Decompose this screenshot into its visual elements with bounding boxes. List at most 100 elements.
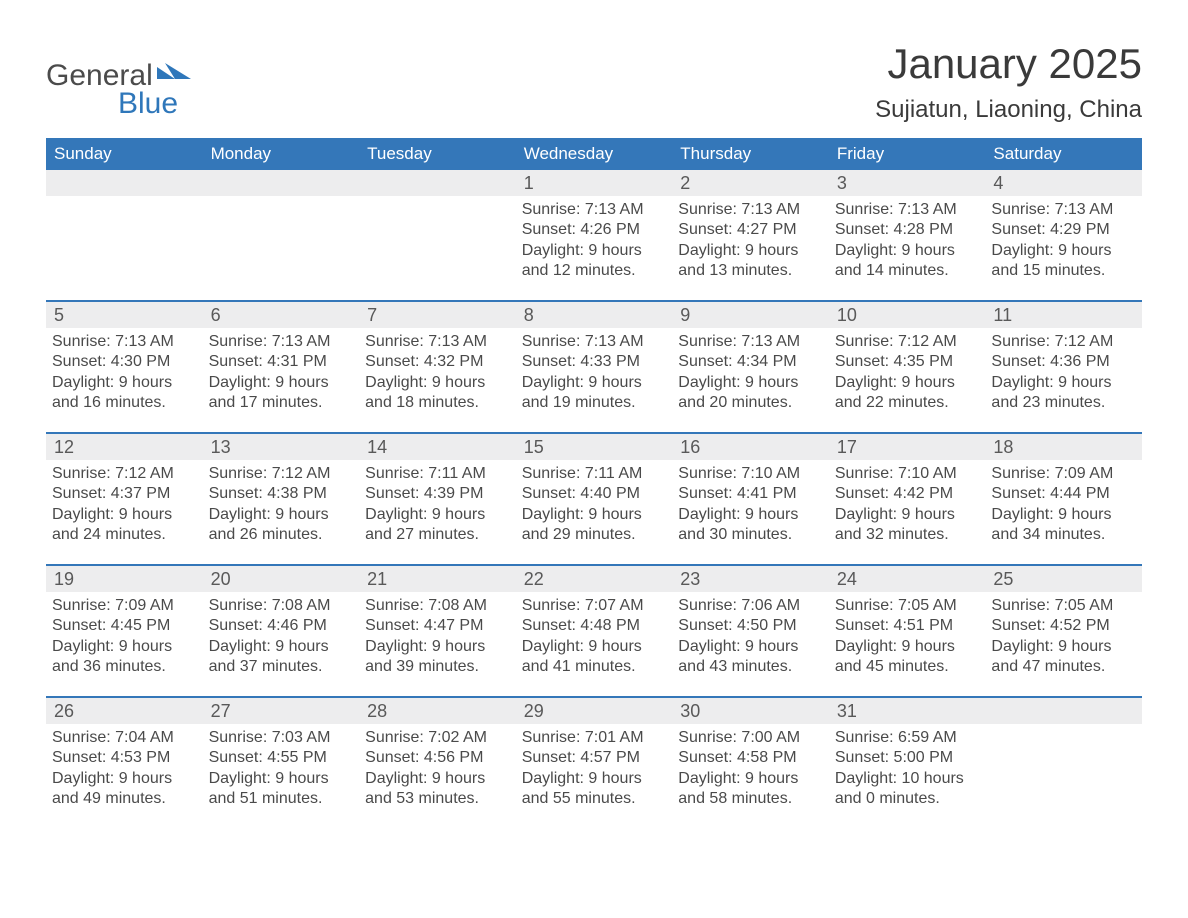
day-number: 30 xyxy=(672,698,829,724)
daylight-line: Daylight: 9 hours xyxy=(52,373,197,393)
daylight-line: Daylight: 9 hours xyxy=(991,637,1136,657)
sunrise-line: Sunrise: 7:13 AM xyxy=(678,200,823,220)
daylight-line: Daylight: 9 hours xyxy=(365,769,510,789)
day-number: 1 xyxy=(516,170,673,196)
sunset-line: Sunset: 4:32 PM xyxy=(365,352,510,372)
day-number: 20 xyxy=(203,566,360,592)
daylight-line: Daylight: 9 hours xyxy=(678,505,823,525)
sunset-line: Sunset: 4:55 PM xyxy=(209,748,354,768)
daylight-line: and 23 minutes. xyxy=(991,393,1136,413)
daylight-line: and 45 minutes. xyxy=(835,657,980,677)
day-number xyxy=(985,698,1142,724)
day-number: 4 xyxy=(985,170,1142,196)
sunset-line: Sunset: 4:35 PM xyxy=(835,352,980,372)
sunset-line: Sunset: 4:40 PM xyxy=(522,484,667,504)
day-number xyxy=(359,170,516,196)
daylight-line: and 20 minutes. xyxy=(678,393,823,413)
daylight-line: and 58 minutes. xyxy=(678,789,823,809)
sunset-line: Sunset: 4:42 PM xyxy=(835,484,980,504)
sunrise-line: Sunrise: 7:13 AM xyxy=(522,332,667,352)
sunrise-line: Sunrise: 7:11 AM xyxy=(522,464,667,484)
sunrise-line: Sunrise: 7:13 AM xyxy=(991,200,1136,220)
sunrise-line: Sunrise: 7:13 AM xyxy=(678,332,823,352)
sunset-line: Sunset: 4:36 PM xyxy=(991,352,1136,372)
day-number: 10 xyxy=(829,302,986,328)
day-number: 16 xyxy=(672,434,829,460)
daylight-line: and 47 minutes. xyxy=(991,657,1136,677)
day-number xyxy=(203,170,360,196)
calendar: SundayMondayTuesdayWednesdayThursdayFrid… xyxy=(46,138,1142,828)
sunrise-line: Sunrise: 7:13 AM xyxy=(52,332,197,352)
calendar-cell xyxy=(203,170,360,282)
calendar-cell: 11Sunrise: 7:12 AMSunset: 4:36 PMDayligh… xyxy=(985,302,1142,414)
day-number: 3 xyxy=(829,170,986,196)
sunrise-line: Sunrise: 7:06 AM xyxy=(678,596,823,616)
sunset-line: Sunset: 4:29 PM xyxy=(991,220,1136,240)
calendar-week: 5Sunrise: 7:13 AMSunset: 4:30 PMDaylight… xyxy=(46,300,1142,432)
day-number: 23 xyxy=(672,566,829,592)
location-label: Sujiatun, Liaoning, China xyxy=(875,96,1142,124)
day-number: 24 xyxy=(829,566,986,592)
dow-header: SundayMondayTuesdayWednesdayThursdayFrid… xyxy=(46,138,1142,170)
sunset-line: Sunset: 4:27 PM xyxy=(678,220,823,240)
sunrise-line: Sunrise: 7:07 AM xyxy=(522,596,667,616)
sunrise-line: Sunrise: 7:10 AM xyxy=(835,464,980,484)
calendar-cell: 13Sunrise: 7:12 AMSunset: 4:38 PMDayligh… xyxy=(203,434,360,546)
daylight-line: Daylight: 9 hours xyxy=(835,241,980,261)
sunset-line: Sunset: 4:44 PM xyxy=(991,484,1136,504)
sunrise-line: Sunrise: 7:09 AM xyxy=(52,596,197,616)
day-number: 21 xyxy=(359,566,516,592)
sunrise-line: Sunrise: 7:11 AM xyxy=(365,464,510,484)
sunrise-line: Sunrise: 7:13 AM xyxy=(365,332,510,352)
sunset-line: Sunset: 4:57 PM xyxy=(522,748,667,768)
day-number: 9 xyxy=(672,302,829,328)
calendar-cell: 7 Sunrise: 7:13 AMSunset: 4:32 PMDaylight… xyxy=(359,302,516,414)
calendar-cell xyxy=(46,170,203,282)
sunset-line: Sunset: 4:58 PM xyxy=(678,748,823,768)
sunrise-line: Sunrise: 7:13 AM xyxy=(835,200,980,220)
calendar-cell: 19Sunrise: 7:09 AMSunset: 4:45 PMDayligh… xyxy=(46,566,203,678)
sunrise-line: Sunrise: 7:13 AM xyxy=(522,200,667,220)
calendar-cell: 16Sunrise: 7:10 AMSunset: 4:41 PMDayligh… xyxy=(672,434,829,546)
day-number: 29 xyxy=(516,698,673,724)
sunrise-line: Sunrise: 7:04 AM xyxy=(52,728,197,748)
calendar-cell xyxy=(359,170,516,282)
sunrise-line: Sunrise: 7:05 AM xyxy=(835,596,980,616)
daylight-line: Daylight: 9 hours xyxy=(209,505,354,525)
daylight-line: Daylight: 9 hours xyxy=(678,373,823,393)
flag-icon xyxy=(157,54,191,86)
daylight-line: Daylight: 9 hours xyxy=(522,769,667,789)
dow-label: Tuesday xyxy=(359,138,516,170)
daylight-line: and 22 minutes. xyxy=(835,393,980,413)
sunset-line: Sunset: 4:39 PM xyxy=(365,484,510,504)
calendar-cell: 1Sunrise: 7:13 AMSunset: 4:26 PMDaylight… xyxy=(516,170,673,282)
daylight-line: Daylight: 9 hours xyxy=(209,769,354,789)
sunrise-line: Sunrise: 7:12 AM xyxy=(835,332,980,352)
day-number: 17 xyxy=(829,434,986,460)
calendar-cell: 30Sunrise: 7:00 AMSunset: 4:58 PMDayligh… xyxy=(672,698,829,810)
daylight-line: and 39 minutes. xyxy=(365,657,510,677)
calendar-cell: 25Sunrise: 7:05 AMSunset: 4:52 PMDayligh… xyxy=(985,566,1142,678)
day-number: 26 xyxy=(46,698,203,724)
daylight-line: Daylight: 9 hours xyxy=(52,505,197,525)
month-title: January 2025 xyxy=(875,40,1142,88)
day-number: 12 xyxy=(46,434,203,460)
day-number: 27 xyxy=(203,698,360,724)
daylight-line: and 12 minutes. xyxy=(522,261,667,281)
sunset-line: Sunset: 4:30 PM xyxy=(52,352,197,372)
calendar-cell: 29Sunrise: 7:01 AMSunset: 4:57 PMDayligh… xyxy=(516,698,673,810)
sunrise-line: Sunrise: 7:08 AM xyxy=(365,596,510,616)
daylight-line: and 55 minutes. xyxy=(522,789,667,809)
day-number: 7 xyxy=(359,302,516,328)
daylight-line: Daylight: 9 hours xyxy=(678,637,823,657)
daylight-line: Daylight: 9 hours xyxy=(365,373,510,393)
day-number: 13 xyxy=(203,434,360,460)
daylight-line: Daylight: 9 hours xyxy=(522,373,667,393)
daylight-line: and 51 minutes. xyxy=(209,789,354,809)
day-number: 14 xyxy=(359,434,516,460)
dow-label: Wednesday xyxy=(516,138,673,170)
sunset-line: Sunset: 4:50 PM xyxy=(678,616,823,636)
dow-label: Saturday xyxy=(985,138,1142,170)
day-number: 8 xyxy=(516,302,673,328)
sunset-line: Sunset: 4:33 PM xyxy=(522,352,667,372)
